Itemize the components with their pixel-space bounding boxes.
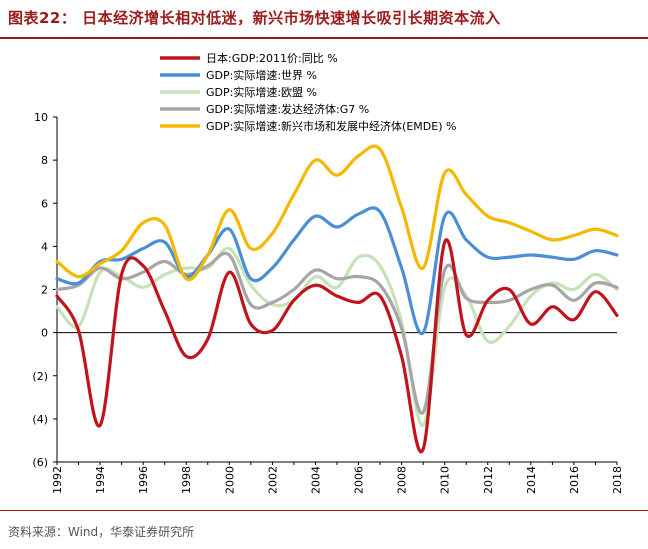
y-tick-label: 4 [41,240,48,253]
series-line-1 [55,206,619,336]
legend-label: GDP:实际增速:世界 % [206,68,317,82]
x-tick-label: 1998 [180,466,193,494]
legend-label: GDP:实际增速:欧盟 % [206,85,317,99]
legend-label: 日本:GDP:2011价:同比 % [206,51,338,65]
source-note: 资料来源：Wind，华泰证券研究所 [8,525,195,539]
title-divider [0,37,648,39]
footer-divider [0,510,648,511]
x-tick-label: 2012 [482,466,495,494]
y-tick-label: 2 [41,284,48,297]
series-line-0 [55,238,619,454]
y-tick-label: (6) [32,456,48,469]
series-line-3 [55,251,619,415]
legend: 日本:GDP:2011价:同比 % GDP:实际增速:世界 % GDP:实际增速:欧… [160,51,456,133]
legend-label: GDP:实际增速:新兴市场和发展中经济体(EMDE) % [206,119,456,133]
y-tick-label: 0 [41,327,48,340]
x-tick-label: 1992 [51,466,64,494]
x-tick-label: 2008 [396,466,409,494]
x-tick-label: 2010 [439,466,452,494]
line-chart: 10 8 6 4 2 0 (2) (4) (6)1992 1994 1996 1998 2000 2002… [32,51,624,494]
chart-title: 图表22： 日本经济增长相对低迷，新兴市场快速增长吸引长期资本流入 [8,9,501,27]
x-tick-label: 1994 [94,466,107,494]
y-tick-label: (4) [32,413,48,426]
series-line-4 [55,144,619,282]
axes: 10 8 6 4 2 0 (2) (4) (6)1992 1994 1996 1998 2000 2002… [32,111,624,494]
x-tick-label: 2018 [611,466,624,494]
x-tick-label: 2004 [309,466,322,494]
legend-label: GDP:实际增速:发达经济体:G7 % [206,102,369,116]
series-lines [55,144,619,454]
x-tick-label: 2002 [266,466,279,494]
x-tick-label: 1996 [137,466,150,494]
x-tick-label: 2016 [568,466,581,494]
y-tick-label: (2) [32,370,48,383]
y-tick-label: 8 [41,154,48,167]
x-tick-label: 2014 [525,466,538,494]
x-tick-label: 2000 [223,466,236,494]
x-tick-label: 2006 [353,466,366,494]
y-tick-label: 6 [41,197,48,210]
y-tick-label: 10 [34,111,48,124]
